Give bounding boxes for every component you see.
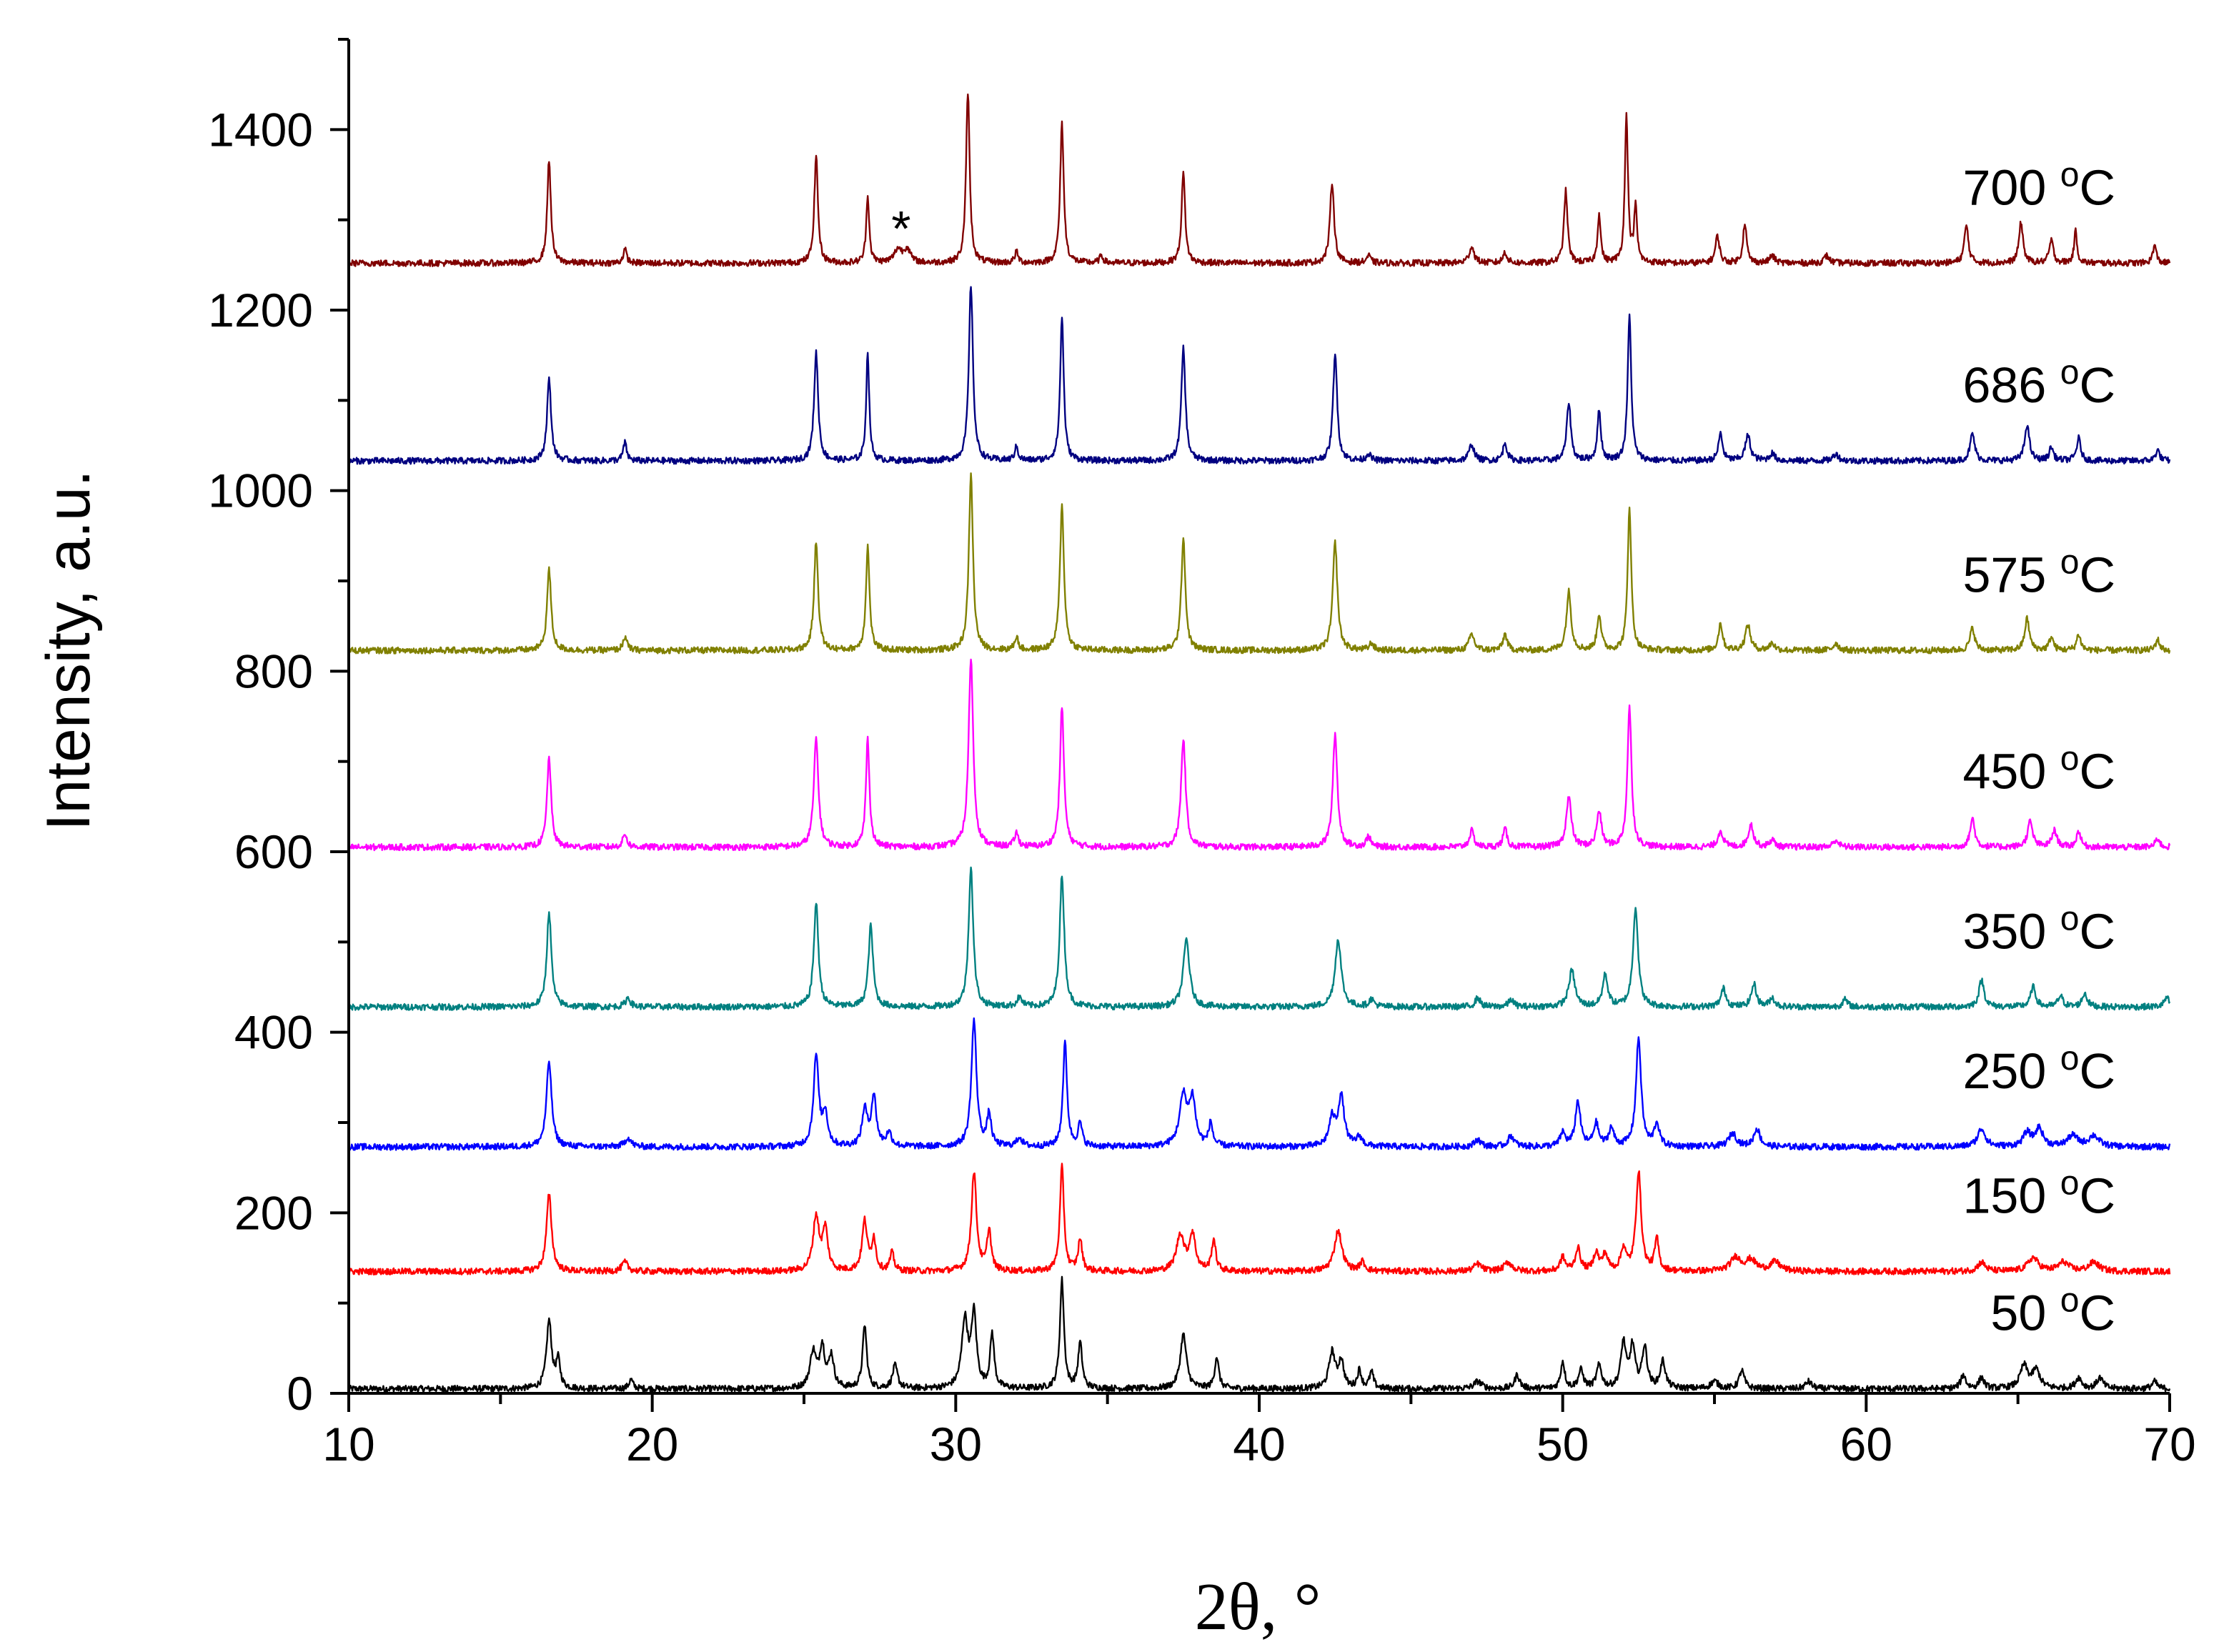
series-line-1: [348, 1163, 2171, 1275]
x-axis-title: 2θ, °: [1195, 1570, 1321, 1644]
series-label: 250 oC: [1962, 1040, 2115, 1099]
axes: 10 20 30 40 50 60 70 0 200 400 600 800 1000 1200 1400: [208, 38, 2196, 1471]
series-label: 350 oC: [1962, 900, 2115, 959]
series-line-3: [348, 866, 2171, 1011]
series-line-0: [347, 1275, 2171, 1393]
series-group: [347, 93, 2171, 1393]
y-tick-label: 1000: [208, 464, 313, 517]
series-line-4: [348, 658, 2171, 852]
y-tick-label: 1200: [208, 284, 313, 337]
y-tick-label: 200: [234, 1186, 313, 1239]
y-tick-label: 1400: [208, 103, 313, 156]
y-axis-title: Intensity, a.u.: [34, 469, 103, 830]
x-tick-label: 40: [1233, 1418, 1285, 1471]
series-label: 50 oC: [1990, 1282, 2115, 1341]
x-tick-label: 10: [322, 1418, 374, 1471]
series-line-7: [348, 93, 2171, 267]
y-tick-label: 600: [234, 825, 313, 878]
x-tick-label: 60: [1840, 1418, 1892, 1471]
annotation-asterisk: *: [891, 201, 910, 257]
series-label: 686 oC: [1962, 354, 2115, 413]
x-tick-label: 50: [1537, 1418, 1589, 1471]
series-line-6: [347, 286, 2171, 465]
y-tick-label: 400: [234, 1006, 313, 1059]
x-tick-label: 20: [626, 1418, 678, 1471]
x-tick-label: 30: [930, 1418, 982, 1471]
x-tick-label: 70: [2143, 1418, 2195, 1471]
series-line-5: [347, 472, 2171, 655]
series-label-group: 50 oC 150 oC 250 oC 350 oC 450 oC 575 oC 686 o…: [1962, 156, 2115, 1340]
series-line-2: [347, 1017, 2171, 1151]
y-tick-label: 0: [287, 1367, 313, 1420]
y-tick-label: 800: [234, 645, 313, 697]
series-label: 450 oC: [1962, 740, 2115, 800]
series-label: 575 oC: [1962, 543, 2115, 602]
series-label: 700 oC: [1962, 156, 2115, 215]
series-label: 150 oC: [1962, 1164, 2115, 1223]
